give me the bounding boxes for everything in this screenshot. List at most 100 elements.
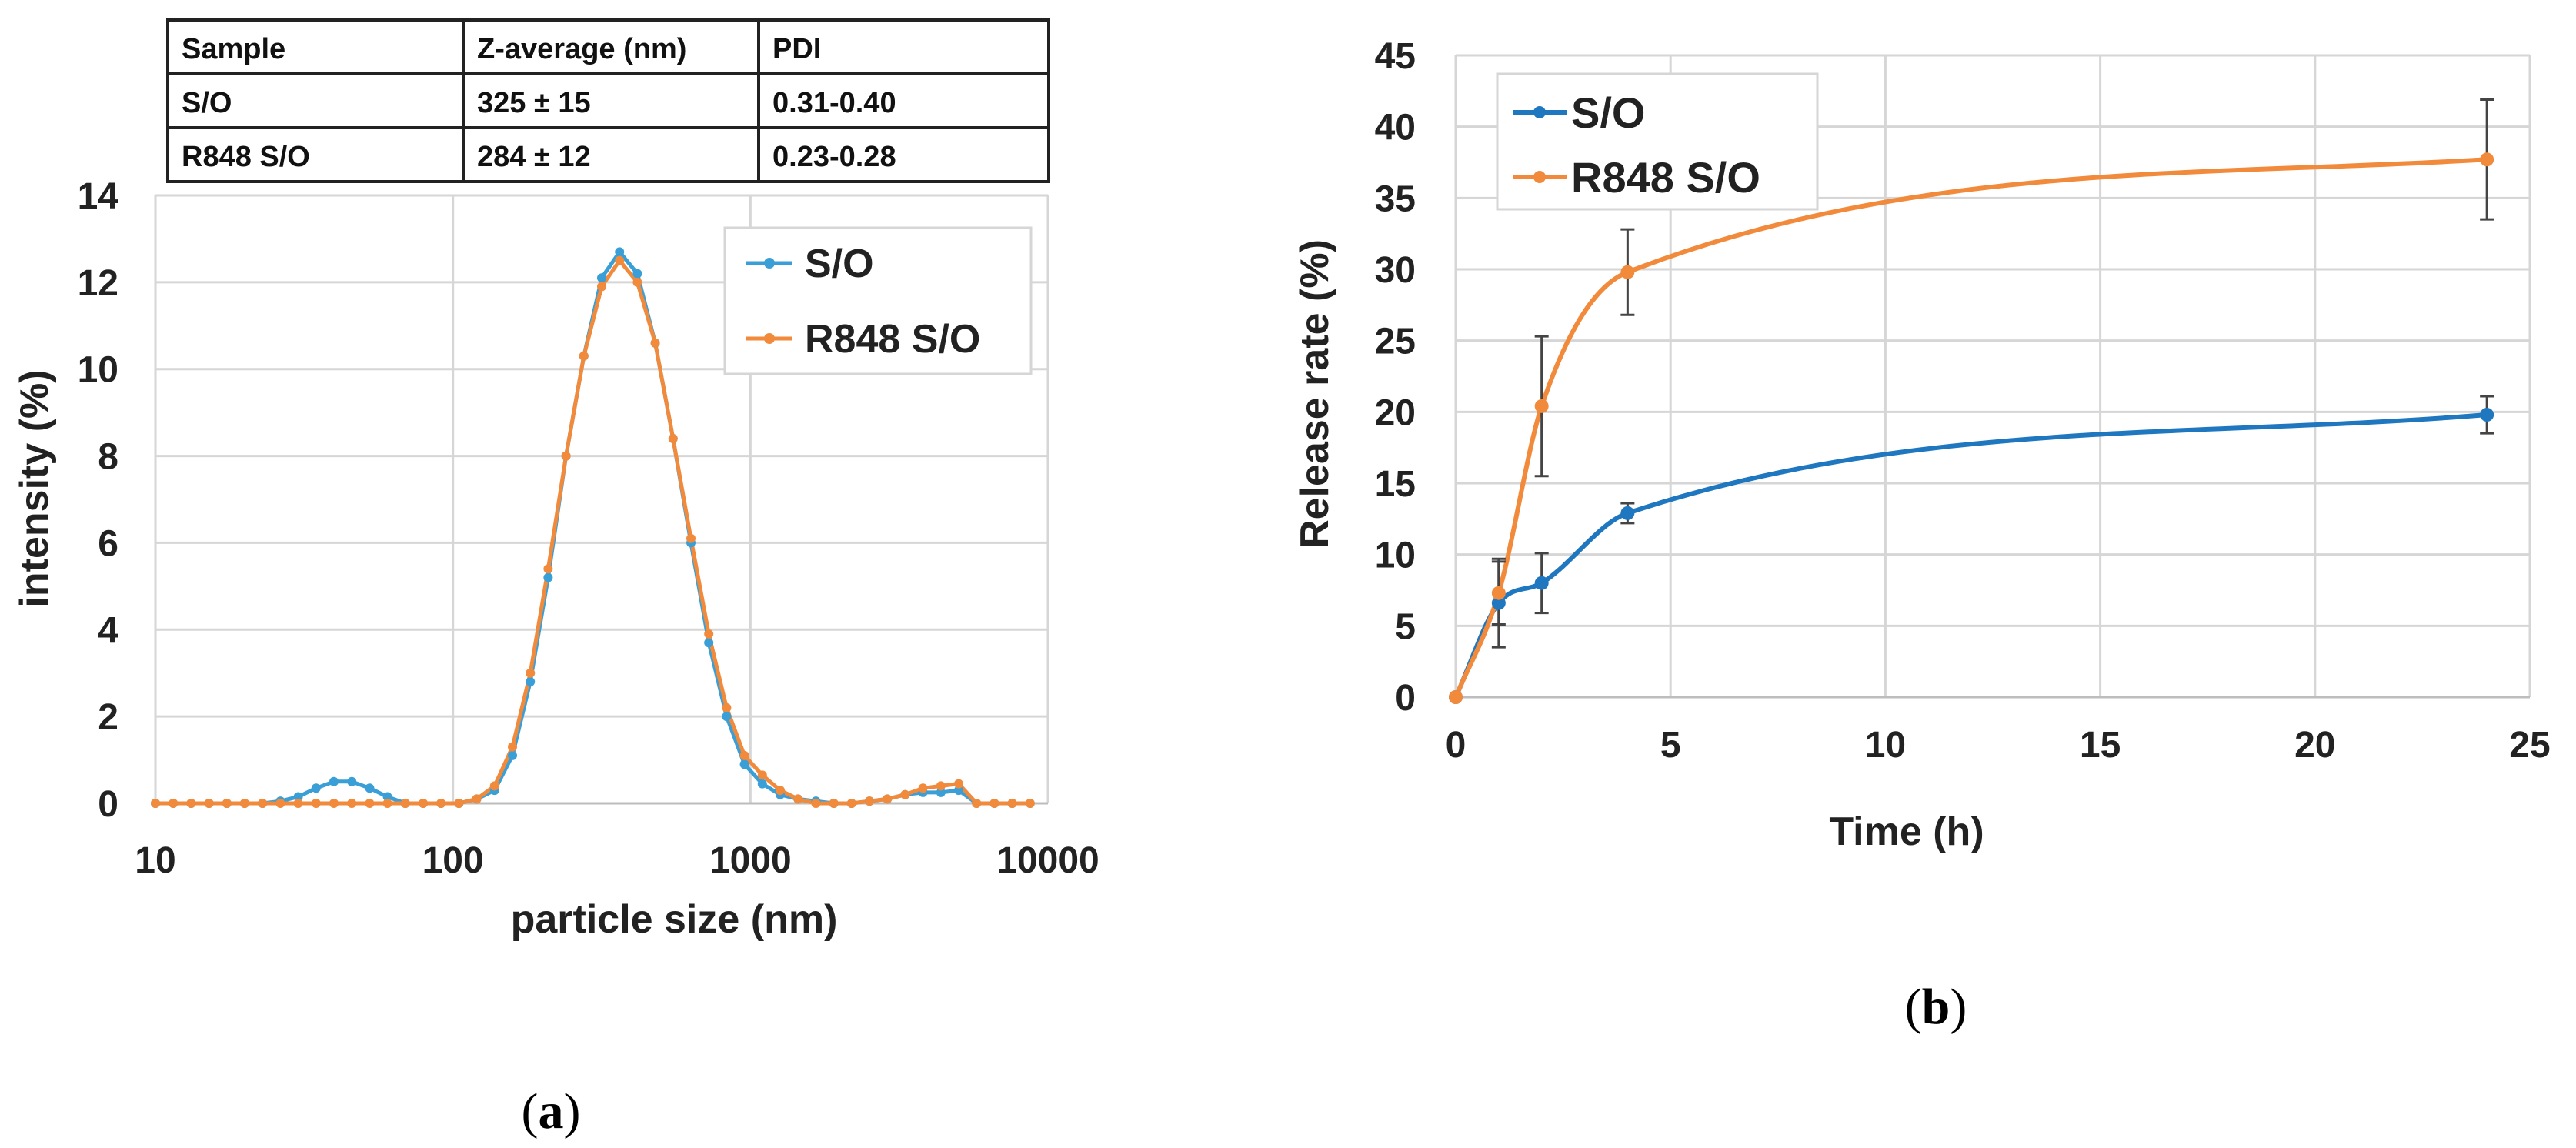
chart-a-point-r848-s-o	[365, 799, 375, 808]
chart-a-point-r848-s-o	[632, 277, 642, 287]
chart-b-legend-marker-r848-so	[1533, 171, 1546, 183]
chart-b-y-tick-label: 15	[1375, 464, 1416, 505]
summary-table: Sample Z-average (nm) PDI S/O 325 ± 15 0…	[166, 18, 1050, 183]
chart-a-point-r848-s-o	[418, 799, 428, 808]
chart-b-y-tick-label: 0	[1395, 678, 1416, 719]
table-cell-z-average: 325 ± 15	[477, 87, 591, 119]
chart-a-y-tick-label: 4	[98, 610, 118, 651]
chart-b-line-r848-s-o	[1453, 157, 2488, 699]
chart-a-y-tick-label: 14	[78, 176, 119, 217]
chart-a-point-r848-s-o	[722, 702, 732, 712]
chart-a-point-s-o	[632, 269, 642, 279]
chart-b-y-tick-label: 10	[1375, 536, 1416, 576]
chart-a-point-r848-s-o	[846, 799, 856, 808]
chart-b-x-tick-label: 0	[1446, 725, 1467, 766]
chart-a-point-s-o	[757, 779, 767, 789]
chart-a-point-r848-s-o	[1007, 799, 1017, 808]
chart-b-y-tick-label: 45	[1375, 36, 1416, 77]
chart-a-legend-label-so: S/O	[805, 242, 874, 286]
chart-a-point-r848-s-o	[186, 799, 196, 808]
chart-a-y-axis-label: intensity (%)	[12, 369, 57, 607]
chart-a-point-r848-s-o	[543, 564, 553, 574]
chart-b-point-r848-s-o	[1449, 690, 1463, 704]
chart-a-point-r848-s-o	[258, 799, 268, 808]
chart-a-point-r848-s-o	[989, 799, 999, 808]
chart-a-point-r848-s-o	[222, 799, 232, 808]
chart-a-x-tick-label: 100	[422, 840, 484, 881]
chart-b-x-tick-label: 5	[1660, 725, 1681, 766]
chart-b-x-axis-label: Time (h)	[1829, 809, 1984, 854]
chart-a-particle-size: 0 2 4 6 8 10 12 14 10 100 1000 10000 intensity (%)…	[12, 176, 1099, 942]
chart-a-point-r848-s-o	[579, 351, 589, 361]
chart-b-y-tick-label: 20	[1375, 392, 1416, 433]
chart-a-point-s-o	[293, 792, 303, 802]
chart-a-y-tick-label: 8	[98, 437, 118, 478]
chart-a-x-ticks: 10 100 1000 10000	[135, 840, 1099, 881]
chart-b-x-tick-label: 15	[2080, 725, 2121, 766]
chart-a-point-s-o	[739, 759, 749, 769]
chart-b-x-ticks: 0 5 10 15 20 25	[1446, 725, 2551, 766]
chart-b-point-r848-s-o	[1620, 265, 1635, 279]
chart-b-y-ticks: 0 5 10 15 20 25 30 35 40 45	[1375, 36, 1416, 719]
chart-a-point-r848-s-o	[1025, 799, 1035, 808]
chart-a-point-r848-s-o	[704, 629, 714, 639]
chart-a-point-r848-s-o	[918, 783, 928, 793]
chart-a-point-r848-s-o	[204, 799, 214, 808]
chart-b-line-s-o	[1453, 412, 2488, 699]
chart-a-point-r848-s-o	[936, 781, 946, 791]
chart-b-y-tick-label: 25	[1375, 322, 1416, 362]
chart-b-y-axis-label: Release rate (%)	[1293, 239, 1337, 549]
chart-a-legend: S/O R848 S/O	[723, 226, 1033, 375]
chart-a-point-r848-s-o	[311, 799, 321, 808]
chart-a-point-r848-s-o	[561, 451, 571, 461]
chart-a-point-s-o	[615, 247, 625, 257]
chart-a-y-tick-label: 2	[98, 697, 118, 738]
chart-a-point-r848-s-o	[400, 799, 410, 808]
chart-a-point-r848-s-o	[972, 799, 982, 808]
chart-a-point-r848-s-o	[739, 750, 749, 760]
chart-a-x-tick-label: 10	[135, 840, 175, 881]
table-cell-z-average: 284 ± 12	[477, 141, 591, 173]
chart-b-point-r848-s-o	[1534, 399, 1549, 413]
chart-a-point-s-o	[382, 792, 392, 802]
chart-b-legend-label-r848-so: R848 S/O	[1571, 153, 1760, 202]
chart-a-point-r848-s-o	[954, 779, 964, 789]
chart-a-point-r848-s-o	[596, 282, 606, 292]
chart-a-point-r848-s-o	[757, 770, 767, 780]
chart-a-point-r848-s-o	[668, 434, 678, 443]
chart-a-point-r848-s-o	[883, 794, 893, 804]
chart-a-point-r848-s-o	[239, 799, 249, 808]
chart-a-x-axis-label: particle size (nm)	[511, 897, 838, 942]
chart-b-legend: S/O R848 S/O	[1496, 72, 1819, 211]
chart-b-point-r848-s-o	[1491, 586, 1506, 600]
chart-a-point-r848-s-o	[775, 786, 785, 796]
chart-a-series	[151, 247, 1035, 808]
table-header-pdi: PDI	[772, 33, 821, 65]
chart-a-point-r848-s-o	[829, 799, 839, 808]
chart-b-legend-marker-so	[1533, 106, 1546, 118]
chart-a-y-tick-label: 12	[78, 263, 118, 304]
chart-b-point-r848-s-o	[2480, 152, 2494, 167]
chart-a-legend-marker-so	[764, 258, 775, 269]
chart-a-y-tick-label: 6	[98, 523, 118, 564]
chart-a-point-s-o	[311, 783, 321, 793]
chart-b-y-tick-label: 35	[1375, 179, 1416, 219]
chart-a-point-s-o	[596, 273, 606, 283]
chart-a-point-r848-s-o	[793, 794, 803, 804]
chart-a-point-s-o	[329, 776, 339, 786]
chart-b-point-s-o	[1534, 576, 1549, 590]
chart-a-y-tick-label: 0	[98, 784, 118, 825]
chart-b-point-s-o	[1491, 596, 1506, 610]
chart-a-point-r848-s-o	[865, 796, 875, 806]
chart-a-legend-marker-r848-so	[764, 333, 775, 344]
table-header-sample: Sample	[182, 33, 285, 65]
caption-a: (a)	[522, 1083, 581, 1140]
chart-b-point-s-o	[1620, 506, 1635, 520]
chart-b-release-rate: 0 5 10 15 20 25 30 35 40 45 0 5 10 15 20 25 Release ra…	[1293, 36, 2551, 854]
chart-a-point-s-o	[936, 787, 946, 797]
chart-b-x-tick-label: 20	[2294, 725, 2335, 766]
chart-a-point-r848-s-o	[329, 799, 339, 808]
table-header-z-average: Z-average (nm)	[477, 33, 686, 65]
chart-a-point-r848-s-o	[293, 799, 303, 808]
